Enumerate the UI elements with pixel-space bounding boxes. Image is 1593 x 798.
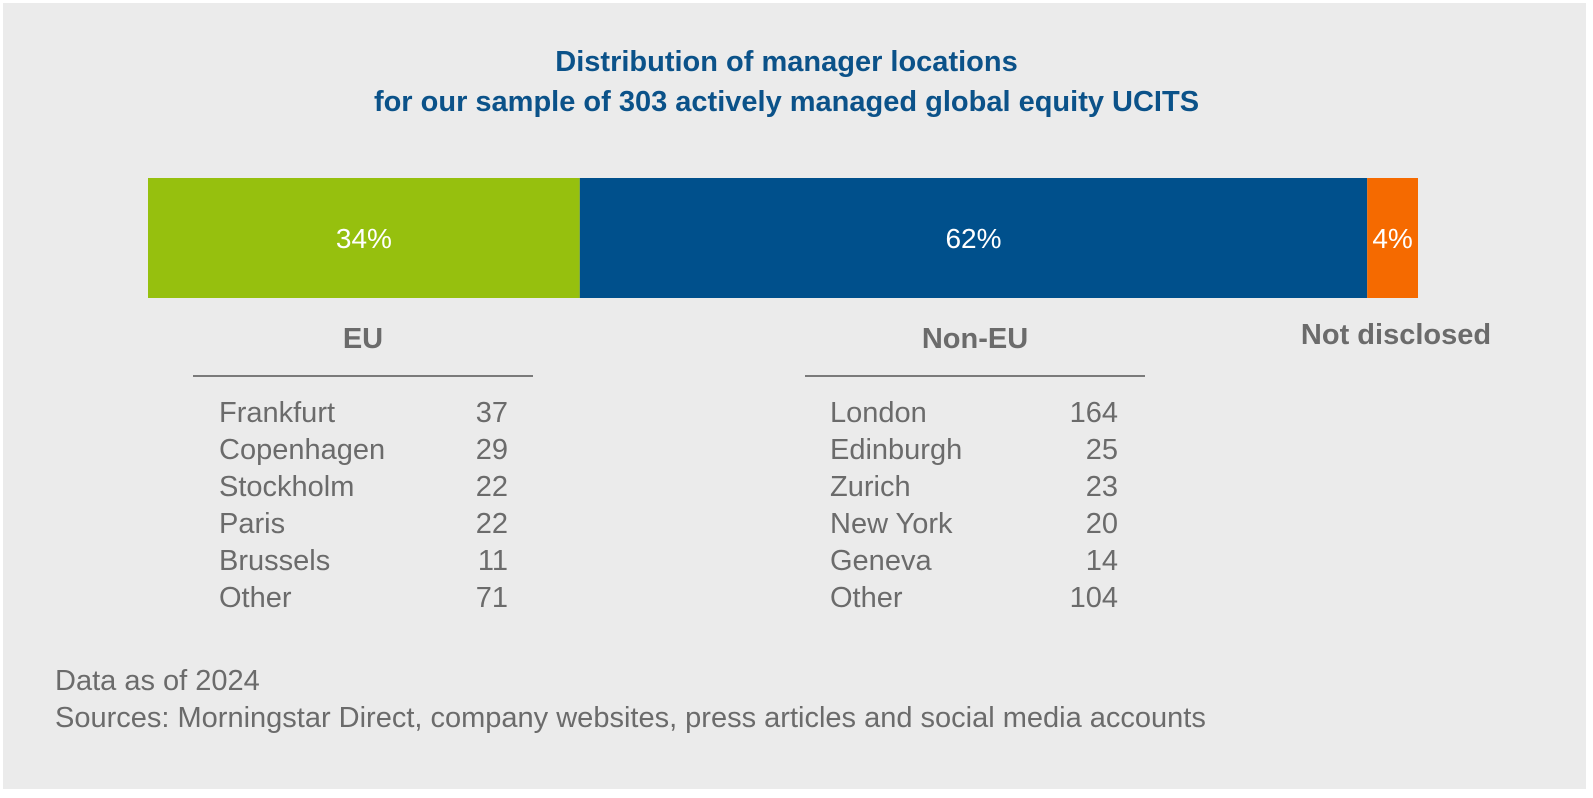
city-count: 20	[1085, 508, 1118, 540]
city-count: 164	[1069, 397, 1118, 429]
city-count: 23	[1085, 471, 1118, 503]
data-label-not-disclosed: 4%	[1372, 223, 1412, 254]
data-label-eu: 34%	[336, 223, 392, 254]
group-heading-not-disclosed: Not disclosed	[1300, 319, 1492, 351]
sources-note: Sources: Morningstar Direct, company web…	[55, 702, 1206, 734]
city-name: Paris	[219, 508, 286, 540]
group-heading-eu: EU	[342, 323, 384, 355]
city-name: Stockholm	[219, 471, 355, 503]
stacked-bar-chart: 34% 62% 4%	[148, 178, 1418, 298]
city-name: Copenhagen	[219, 434, 386, 466]
city-name: Other	[830, 582, 903, 614]
city-name: Edinburgh	[830, 434, 963, 466]
bar-segment-non-eu	[579, 178, 1368, 298]
city-name: Zurich	[830, 471, 911, 503]
city-count: 25	[1085, 434, 1118, 466]
city-count: 37	[475, 397, 508, 429]
city-count: 71	[475, 582, 508, 614]
city-name: Other	[219, 582, 292, 614]
city-count: 14	[1085, 545, 1118, 577]
date-note: Data as of 2024	[55, 665, 260, 697]
city-name: Frankfurt	[219, 397, 336, 429]
city-name: Brussels	[219, 545, 331, 577]
bar-segment-eu	[148, 178, 580, 298]
city-count: 22	[475, 508, 508, 540]
city-name: London	[830, 397, 927, 429]
city-count: 29	[475, 434, 508, 466]
chart-subtitle: for our sample of 303 actively managed g…	[373, 86, 1200, 118]
data-label-non-eu: 62%	[945, 223, 1001, 254]
chart-panel: Distribution of manager locations for ou…	[3, 3, 1586, 789]
group-divider-non-eu	[805, 375, 1145, 377]
group-divider-eu	[193, 375, 533, 377]
bar-segment-not-disclosed	[1367, 178, 1418, 298]
city-count: 22	[475, 471, 508, 503]
chart-title: Distribution of manager locations	[555, 46, 1018, 78]
city-count: 11	[477, 545, 508, 577]
group-heading-non-eu: Non-EU	[921, 323, 1029, 355]
city-name: New York	[830, 508, 953, 540]
city-name: Geneva	[830, 545, 932, 577]
city-count: 104	[1069, 582, 1118, 614]
